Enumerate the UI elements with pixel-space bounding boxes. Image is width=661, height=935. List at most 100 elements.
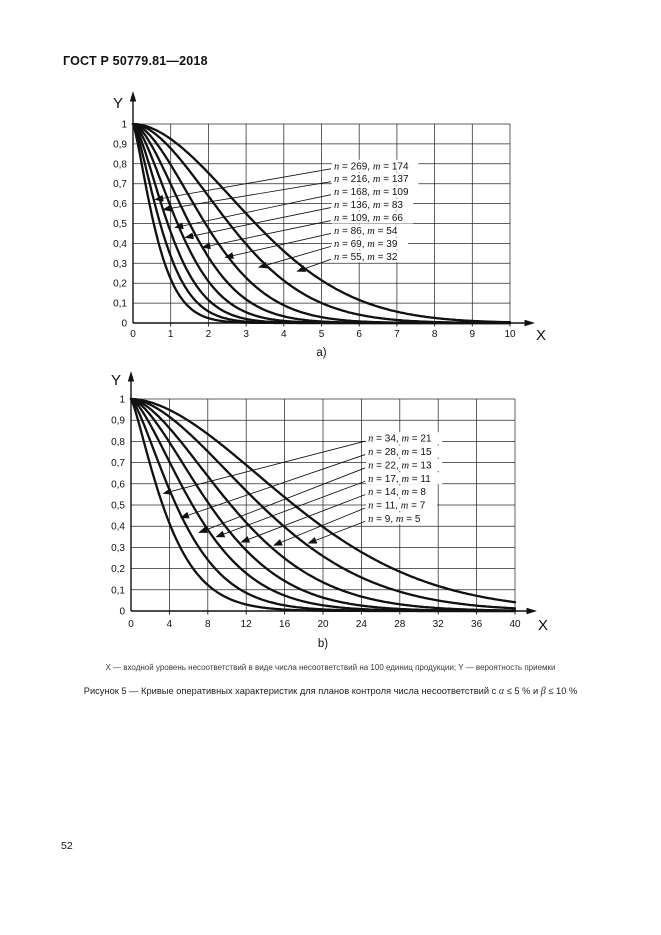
alpha-symbol: α [498, 686, 505, 697]
legend-label: n = 55, m = 32 [334, 252, 398, 263]
legend-arrow [201, 220, 332, 250]
chart-b: 0 4 8 12 16 20 24 28 32 36 40 0 0,1 0,2 0,3 0,4 0,5 0,6 0,… [111, 371, 548, 650]
y-axis-title: Y [111, 372, 121, 389]
axes [130, 381, 528, 615]
y-tick-label: 1 [119, 395, 125, 406]
y-tick-label: 0,9 [113, 139, 127, 150]
x-tick-label: 7 [394, 329, 400, 340]
legend-arrow [224, 233, 332, 259]
legend-label: n = 34, m = 21 [368, 434, 432, 445]
y-tick-label: 0,7 [113, 179, 127, 190]
beta-symbol: β [540, 686, 546, 697]
legend-label: n = 109, m = 66 [334, 213, 403, 224]
legend-arrow [273, 507, 366, 546]
oc-curve [129, 397, 517, 613]
x-tick-label: 40 [509, 619, 521, 630]
oc-curve [131, 122, 512, 325]
legend-label: n = 22, m = 13 [368, 460, 432, 471]
y-tick-label: 0,1 [113, 299, 127, 310]
x-tick-label: 9 [470, 329, 476, 340]
figure-caption: Рисунок 5 — Кривые оперативных характери… [0, 686, 661, 697]
legend-label: n = 168, m = 109 [334, 187, 409, 198]
legend: n = 34, m = 21 n = 28, m = 15 n = 22, m = … [162, 432, 443, 546]
legend-leader-lines [154, 168, 332, 272]
oc-curve [131, 122, 512, 324]
x-tick-label: 0 [128, 619, 134, 630]
tick-labels: 0 4 8 12 16 20 24 28 32 36 40 0 0,1 0,2 0,3 0,4 0,5 0,6 0,… [111, 395, 521, 631]
x-tick-label: 2 [206, 329, 212, 340]
y-tick-label: 0,3 [111, 543, 125, 554]
x-tick-label: 20 [317, 619, 329, 630]
y-tick-label: 0,6 [113, 199, 127, 210]
x-tick-label: 4 [281, 329, 287, 340]
legend-leader-lines [162, 440, 366, 546]
axes [132, 101, 526, 327]
legend-arrow [154, 168, 332, 202]
axis-arrows [129, 91, 535, 327]
legend: n = 269, m = 174 n = 216, m = 137 n = 168,… [154, 159, 419, 272]
y-tick-label: 0,8 [111, 437, 125, 448]
axis-titles: YX [111, 372, 548, 634]
legend-arrow [174, 194, 332, 230]
figure-caption-text: ≤ 10 % [545, 686, 578, 696]
tick-labels: 0 1 2 3 4 5 6 7 8 9 10 0 0,1 0,2 0,3 0,4 0,5 0,6 0,7 0,8 0,9… [113, 120, 516, 341]
x-tick-label: 5 [319, 329, 325, 340]
chart-sub-label: b) [318, 638, 328, 650]
oc-curve [129, 397, 517, 604]
figure-caption-text: Рисунок 5 — Кривые оперативных характери… [83, 686, 499, 696]
y-tick-label: 0,1 [111, 585, 125, 596]
oc-curve [129, 397, 517, 610]
legend-label: n = 136, m = 83 [334, 200, 403, 211]
legend-arrow [307, 520, 366, 544]
legend-arrow [179, 454, 366, 519]
y-tick-label: 0,4 [111, 522, 125, 533]
figure-caption-text: ≤ 5 % и [504, 686, 541, 696]
y-tick-label: 0 [119, 607, 125, 618]
y-tick-label: 0,5 [111, 501, 125, 512]
x-tick-label: 6 [356, 329, 362, 340]
y-tick-label: 0,2 [111, 564, 125, 575]
x-tick-label: 16 [279, 619, 291, 630]
legend-label: n = 11, m = 7 [368, 501, 426, 512]
x-tick-label: 0 [130, 329, 136, 340]
legend-label: n = 69, m = 39 [334, 239, 398, 250]
legend-arrow [240, 494, 366, 543]
x-tick-label: 1 [168, 329, 174, 340]
legend-label: n = 17, m = 11 [368, 474, 431, 485]
x-tick-label: 3 [243, 329, 249, 340]
x-tick-label: 8 [205, 619, 211, 630]
x-tick-label: 24 [356, 619, 368, 630]
legend-label: n = 86, m = 54 [334, 226, 398, 237]
page-header: ГОСТ Р 50779.81—2018 [63, 54, 208, 68]
x-tick-label: 8 [432, 329, 438, 340]
chart-a: 0 1 2 3 4 5 6 7 8 9 10 0 0,1 0,2 0,3 0,4 0,5 0,6 0,7 0,8 0,9… [113, 91, 546, 359]
legend-arrow [162, 440, 366, 495]
y-tick-label: 0,8 [113, 159, 127, 170]
axis-titles: YX [113, 95, 546, 344]
y-tick-label: 0,4 [113, 239, 127, 250]
curves [131, 122, 512, 325]
x-tick-label: 4 [167, 619, 173, 630]
legend-label: n = 14, m = 8 [368, 487, 426, 498]
legend-label: n = 216, m = 137 [334, 174, 409, 185]
legend-arrow [296, 258, 332, 272]
legend-arrow [162, 181, 332, 212]
y-tick-label: 0 [121, 319, 127, 330]
x-tick-label: 32 [433, 619, 445, 630]
y-tick-label: 0,9 [111, 416, 125, 427]
x-tick-label: 12 [241, 619, 253, 630]
y-tick-label: 0,6 [111, 479, 125, 490]
legend-arrow [198, 467, 366, 533]
legend-label: n = 9, m = 5 [368, 514, 421, 525]
axis-arrows [127, 371, 537, 615]
x-tick-label: 28 [394, 619, 406, 630]
x-axis-title: X [538, 617, 548, 634]
x-tick-label: 10 [504, 329, 516, 340]
legend-arrow [215, 480, 366, 538]
y-tick-label: 1 [121, 120, 127, 131]
legend-arrow [184, 207, 332, 240]
y-tick-label: 0,2 [113, 279, 127, 290]
y-tick-label: 0,7 [111, 458, 125, 469]
y-tick-label: 0,3 [113, 259, 127, 270]
